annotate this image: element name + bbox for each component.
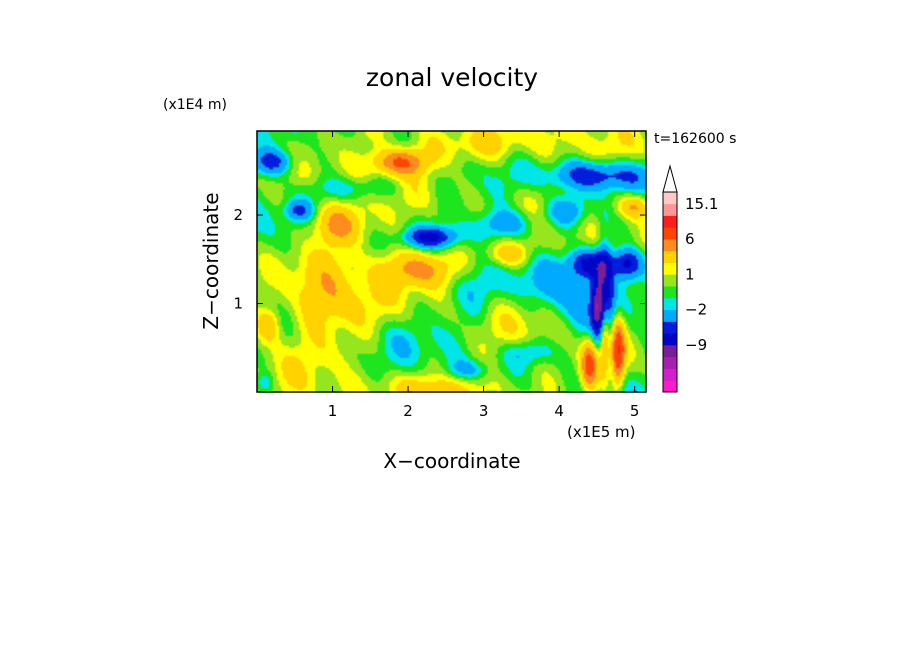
y-tick-label-0: 1 — [233, 295, 243, 313]
colorbar-band-15 — [663, 203, 677, 216]
colorbar: 15.1 6 1 −2 −9 — [662, 164, 718, 393]
time-label: t=162600 s — [654, 131, 736, 147]
colorbar-band-4 — [663, 333, 677, 346]
colorbar-label-4: −9 — [685, 336, 707, 354]
colorbar-band-1 — [663, 368, 677, 381]
colorbar-band-0 — [663, 380, 677, 393]
x-tick-label-1: 2 — [403, 402, 413, 420]
x-scale-label: (x1E5 m) — [567, 423, 636, 441]
colorbar-label-0: 15.1 — [685, 195, 718, 213]
colorbar-band-12 — [663, 239, 677, 252]
colorbar-band-5 — [663, 321, 677, 334]
x-tick-label-2: 3 — [479, 402, 489, 420]
colorbar-band-16 — [663, 192, 677, 205]
y-scale-label: (x1E4 m) — [163, 97, 227, 113]
colorbar-band-8 — [663, 286, 677, 299]
colorbar-band-6 — [663, 309, 677, 322]
plot-frame — [256, 130, 647, 393]
plot-area — [256, 130, 647, 393]
colorbar-band-11 — [663, 250, 677, 263]
x-tick-label-0: 1 — [328, 402, 338, 420]
colorbar-band-10 — [663, 262, 677, 275]
x-tick-label-3: 4 — [554, 402, 564, 420]
y-axis-label: Z−coordinate — [199, 192, 223, 329]
colorbar-band-14 — [663, 215, 677, 228]
colorbar-band-13 — [663, 227, 677, 240]
colorbar-label-2: 1 — [685, 265, 695, 283]
y-tick-label-1: 2 — [233, 206, 243, 224]
x-tick-label-4: 5 — [630, 402, 640, 420]
velocity-field-image — [257, 131, 646, 392]
x-axis-ticks: 1 2 3 4 5 — [328, 131, 640, 420]
colorbar-label-3: −2 — [685, 301, 707, 319]
colorbar-band-9 — [663, 274, 677, 287]
chart-title: zonal velocity — [366, 63, 538, 92]
colorbar-label-1: 6 — [685, 230, 695, 248]
y-axis-ticks: 12 — [233, 206, 646, 313]
colorbar-band-3 — [663, 344, 677, 358]
x-axis-label: X−coordinate — [383, 449, 520, 473]
colorbar-band-7 — [663, 297, 677, 311]
colorbar-band-2 — [663, 356, 677, 369]
colorbar-frame — [662, 191, 678, 393]
